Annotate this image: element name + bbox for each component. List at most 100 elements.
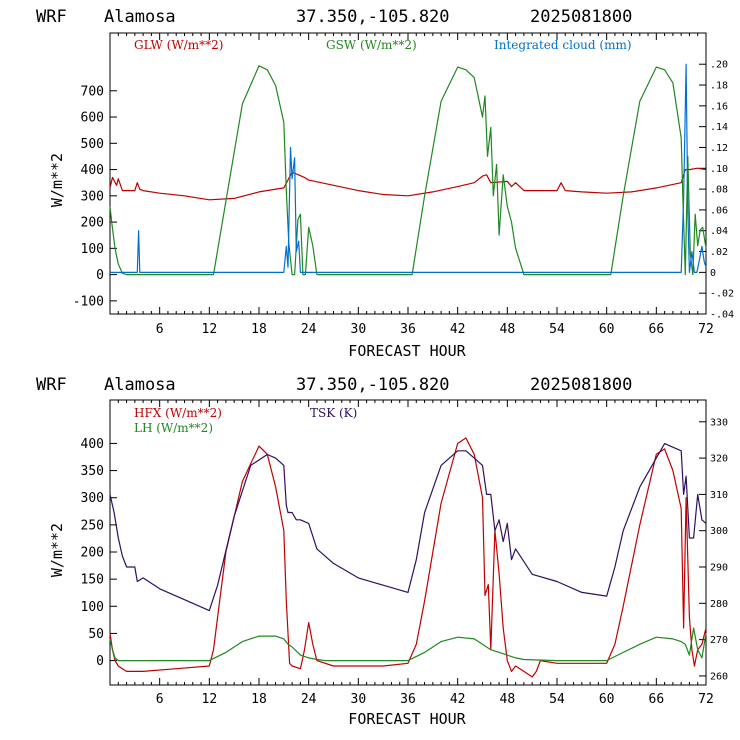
- x-tick-label: 42: [450, 322, 466, 337]
- series-line-glw: [109, 167, 707, 201]
- header-model: WRF: [36, 7, 67, 27]
- header-model-2: WRF: [36, 375, 67, 395]
- y2-tick-label: 330: [710, 417, 728, 428]
- x-tick-label: 48: [500, 692, 516, 707]
- legend-hfx: HFX (W/m**2): [134, 406, 222, 420]
- legend-glw: GLW (W/m**2): [134, 38, 223, 52]
- y-ticks: -100 0 100 200 300 400 500 600 700: [73, 84, 117, 309]
- y2-tick-label: .14: [710, 122, 728, 133]
- y2-tick-label: .06: [710, 205, 728, 216]
- y-tick-label: 50: [88, 627, 104, 642]
- y2-tick-label: .16: [710, 101, 728, 112]
- y2-tick-label: -.02: [710, 289, 734, 300]
- y-tick-label: 100: [81, 242, 104, 257]
- chart-surface-fluxes: HFX (W/m**2) LH (W/m**2) TSK (K) 6 12 18 24…: [48, 399, 728, 728]
- y-tick-label: 0: [96, 268, 104, 283]
- x-axis-label-2: FORECAST HOUR: [348, 710, 466, 728]
- x-tick-label: 42: [450, 692, 466, 707]
- legend-gsw: GSW (W/m**2): [326, 38, 417, 52]
- x-ticks: 6 12 18 24 30 36 42 48 54 60 66 72: [109, 33, 714, 337]
- header-bottom: WRF Alamosa 37.350,-105.820 2025081800: [36, 375, 632, 395]
- series-line-tsk: [109, 443, 707, 612]
- chart-radiation: GLW (W/m**2) GSW (W/m**2) Integrated clo…: [48, 32, 734, 360]
- y2-tick-label: 260: [710, 671, 728, 682]
- y-tick-label: 200: [81, 546, 104, 561]
- y2-tick-label: 300: [710, 526, 728, 537]
- legend-integrated-cloud: Integrated cloud (mm): [494, 38, 632, 52]
- y2-ticks-2: 260 270 280 290 300 310 320 330: [699, 417, 728, 682]
- x-ticks-2: 6 12 18 24 30 36 42 48 54 60 66 72: [109, 400, 714, 707]
- header-coords-2: 37.350,-105.820: [296, 375, 450, 395]
- series-line-lh: [109, 627, 707, 662]
- y-tick-label: 600: [81, 111, 104, 126]
- x-tick-label: 72: [698, 692, 714, 707]
- x-tick-label: 48: [500, 322, 516, 337]
- x-tick-label: 54: [549, 322, 565, 337]
- y2-tick-label: .20: [710, 60, 728, 71]
- y2-tick-label: -.04: [710, 310, 734, 321]
- y-tick-label: 350: [81, 464, 104, 479]
- legend-lh: LH (W/m**2): [134, 421, 213, 435]
- x-tick-label: 24: [301, 322, 317, 337]
- series-lines: [109, 63, 707, 276]
- y-tick-label: 100: [81, 600, 104, 615]
- y-tick-label: 400: [81, 163, 104, 178]
- x-tick-label: 30: [351, 692, 367, 707]
- y2-ticks: -.04 -.02 0 .02 .04 .06 .08 .10 .12 .14 .16 .18 .20: [699, 60, 734, 321]
- x-tick-label: 30: [351, 322, 367, 337]
- y2-tick-label: 270: [710, 635, 728, 646]
- y2-tick-label: .18: [710, 81, 728, 92]
- plot-frame-2: [109, 399, 707, 686]
- series-line-integrated: [110, 63, 707, 273]
- y2-tick-label: 320: [710, 454, 728, 465]
- header-run-2: 2025081800: [530, 375, 632, 395]
- x-tick-label: 66: [649, 322, 665, 337]
- x-tick-label: 72: [698, 322, 714, 337]
- y-tick-label: 150: [81, 573, 104, 588]
- series-lines-2: [109, 437, 707, 678]
- y-tick-label: 200: [81, 216, 104, 231]
- y2-tick-label: .12: [710, 143, 728, 154]
- y2-tick-label: .04: [710, 226, 728, 237]
- header-top: WRF Alamosa 37.350,-105.820 2025081800: [36, 7, 632, 27]
- y-tick-label: -100: [73, 294, 104, 309]
- y-tick-label: 0: [96, 654, 104, 669]
- y2-tick-label: .08: [710, 185, 728, 196]
- x-tick-label: 66: [649, 692, 665, 707]
- y-axis-label-2: W/m**2: [48, 523, 66, 577]
- y-tick-label: 400: [81, 437, 104, 452]
- x-axis-label: FORECAST HOUR: [348, 342, 466, 360]
- x-tick-label: 60: [599, 322, 615, 337]
- header-site-2: Alamosa: [104, 375, 176, 395]
- x-tick-label: 12: [202, 692, 218, 707]
- y2-tick-label: 280: [710, 599, 728, 610]
- y2-tick-label: .10: [710, 164, 728, 175]
- y2-tick-label: 310: [710, 490, 728, 501]
- y2-tick-label: 290: [710, 563, 728, 574]
- x-tick-label: 54: [549, 692, 565, 707]
- x-tick-label: 6: [156, 692, 164, 707]
- x-tick-label: 36: [400, 322, 416, 337]
- legend-tsk: TSK (K): [310, 406, 357, 420]
- y-tick-label: 300: [81, 189, 104, 204]
- y2-tick-label: .02: [710, 247, 728, 258]
- x-tick-label: 24: [301, 692, 317, 707]
- x-tick-label: 12: [202, 322, 218, 337]
- y-tick-label: 300: [81, 491, 104, 506]
- y-ticks-2: 0 50 100 150 200 250 300 350 400: [81, 437, 117, 669]
- x-tick-label: 18: [251, 692, 267, 707]
- y2-tick-label: 0: [710, 268, 716, 279]
- x-tick-label: 60: [599, 692, 615, 707]
- x-tick-label: 6: [156, 322, 164, 337]
- x-tick-label: 36: [400, 692, 416, 707]
- y-tick-label: 250: [81, 518, 104, 533]
- y-tick-label: 500: [81, 137, 104, 152]
- series-line-gsw: [109, 65, 707, 276]
- header-site: Alamosa: [104, 7, 176, 27]
- y-tick-label: 700: [81, 84, 104, 99]
- header-run: 2025081800: [530, 7, 632, 27]
- header-coords: 37.350,-105.820: [296, 7, 450, 27]
- y-axis-label: W/m**2: [48, 153, 66, 207]
- x-tick-label: 18: [251, 322, 267, 337]
